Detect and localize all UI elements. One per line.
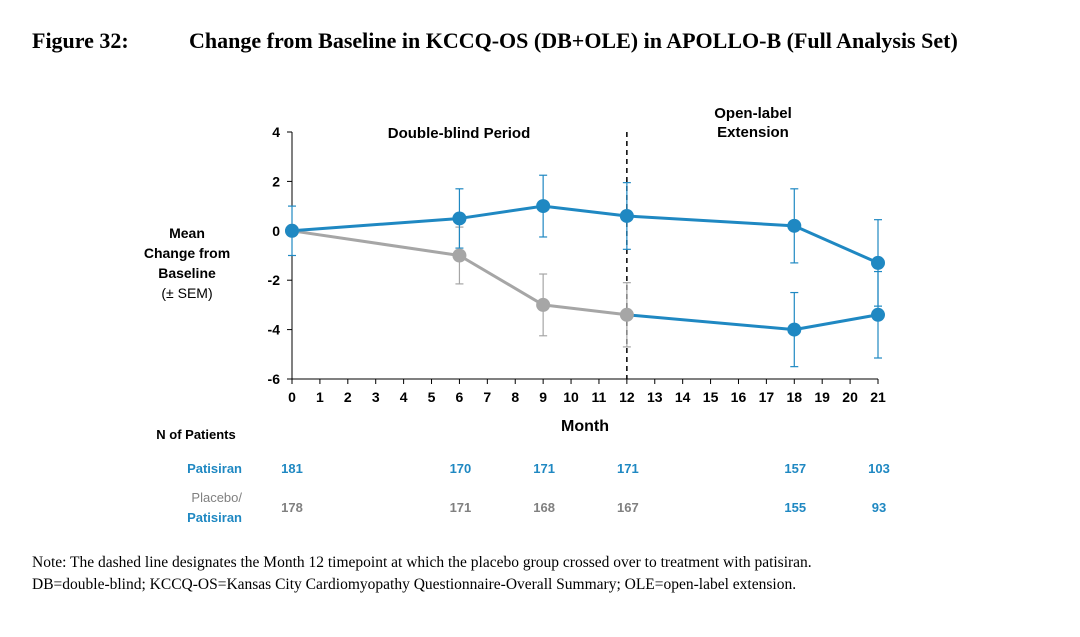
placebo-patisiran-line-segment	[794, 313, 879, 332]
x-tick-label: 11	[592, 389, 607, 405]
placebo-patisiran-line-segment	[626, 313, 795, 332]
x-tick-label: 2	[344, 389, 352, 405]
patisiran-line-segment	[459, 204, 544, 220]
patients-row-label: Patisiran	[187, 510, 242, 525]
patisiran-point	[871, 255, 885, 270]
y-tick-label: -4	[268, 322, 281, 338]
patients-count: 167	[617, 500, 639, 515]
n-of-patients-header: N of Patients	[156, 427, 235, 442]
open-label-extension-label: Open-label	[714, 105, 792, 122]
y-tick-label: -6	[268, 371, 281, 387]
patisiran-line-segment	[291, 216, 460, 233]
figure-note: Note: The dashed line designates the Mon…	[32, 552, 1072, 596]
patients-count: 155	[784, 500, 806, 515]
x-tick-label: 10	[563, 389, 579, 405]
x-tick-label: 18	[786, 389, 802, 405]
placebo-patisiran-line-segment	[542, 303, 628, 317]
x-tick-label: 14	[675, 389, 691, 405]
x-tick-label: 21	[870, 389, 886, 405]
placebo-patisiran-line-segment	[291, 229, 460, 257]
kccq-os-line-chart: 420-2-4-60 1 2 3 4 5 6 7 8 9 10 11 12 13 14 15 16 17 18 19 2…	[144, 105, 890, 525]
patients-row-label: Placebo/	[191, 490, 242, 505]
y-axis-label-line: Baseline	[158, 265, 216, 281]
x-tick-label: 0	[288, 389, 296, 405]
patisiran-point	[536, 199, 551, 214]
patisiran-line-segment	[626, 214, 795, 228]
patisiran-point	[452, 211, 467, 226]
patients-count: 93	[872, 500, 886, 515]
patisiran-point	[619, 208, 634, 223]
x-tick-label: 6	[456, 389, 464, 405]
placebo-patisiran-point	[787, 322, 802, 337]
figure-title-text: Change from Baseline in KCCQ-OS (DB+OLE)…	[189, 28, 958, 53]
note-line-2: DB=double-blind; KCCQ-OS=Kansas City Car…	[32, 576, 797, 593]
note-line-1: Note: The dashed line designates the Mon…	[32, 554, 812, 571]
double-blind-period-label: Double-blind Period	[388, 125, 531, 142]
x-tick-label: 4	[400, 389, 408, 405]
placebo-patisiran-point	[452, 248, 467, 263]
y-tick-label: 4	[272, 124, 280, 140]
patients-count: 171	[450, 500, 472, 515]
y-tick-label: 0	[272, 223, 280, 239]
x-tick-label: 3	[372, 389, 380, 405]
y-axis-label-line: Mean	[169, 225, 205, 241]
patients-row-label: Patisiran	[187, 461, 242, 476]
open-label-extension-label: Extension	[717, 124, 789, 141]
patisiran-point	[787, 218, 802, 233]
x-tick-label: 19	[814, 389, 830, 405]
patients-count: 181	[281, 461, 303, 476]
placebo-patisiran-line-segment	[458, 254, 544, 307]
patisiran-point	[285, 223, 299, 238]
patients-count: 178	[281, 500, 303, 515]
y-tick-label: -2	[268, 272, 281, 288]
placebo-patisiran-point	[619, 307, 634, 322]
patients-count: 171	[533, 461, 555, 476]
figure-number: Figure 32:	[32, 28, 129, 53]
x-tick-label: 12	[619, 389, 635, 405]
x-tick-label: 17	[759, 389, 775, 405]
x-tick-label: 7	[483, 389, 491, 405]
x-tick-label: 13	[647, 389, 663, 405]
placebo-patisiran-point	[871, 307, 885, 322]
patients-count: 170	[450, 461, 472, 476]
x-tick-label: 9	[539, 389, 547, 405]
patients-count: 103	[868, 461, 890, 476]
x-tick-label: 15	[703, 389, 719, 405]
x-tick-label: 20	[842, 389, 858, 405]
patients-count: 168	[533, 500, 555, 515]
x-tick-label: 16	[731, 389, 747, 405]
x-tick-label: 5	[428, 389, 436, 405]
x-tick-label: 8	[511, 389, 519, 405]
figure-title: Figure 32: Change from Baseline in KCCQ-O…	[32, 26, 1052, 56]
x-axis-label: Month	[561, 418, 609, 435]
patients-count: 171	[617, 461, 639, 476]
placebo-patisiran-point	[536, 297, 551, 312]
patisiran-line-segment	[542, 204, 628, 218]
x-tick-label: 1	[316, 389, 324, 405]
patisiran-line-segment	[793, 224, 879, 265]
y-axis-label-line: Change from	[144, 245, 230, 261]
y-tick-label: 2	[272, 173, 280, 189]
patients-count: 157	[784, 461, 806, 476]
y-axis-label-line: (± SEM)	[161, 285, 212, 301]
